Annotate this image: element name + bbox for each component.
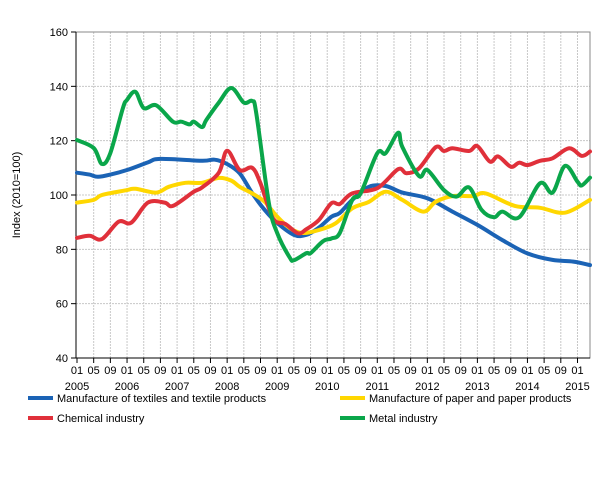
x-tick-month-label: 05: [488, 365, 500, 377]
legend-label: Manufacture of textiles and textile prod…: [57, 393, 267, 405]
x-year-label: 2014: [515, 381, 539, 393]
y-axis-label: Index (2010=100): [11, 152, 23, 239]
gridlines: [76, 32, 590, 358]
series-line-1: [75, 175, 592, 236]
x-year-label: 2006: [115, 381, 139, 393]
x-tick-month-label: 01: [421, 365, 433, 377]
y-tick-label: 100: [50, 190, 68, 202]
x-tick-month-label: 05: [438, 365, 450, 377]
x-tick-month-label: 09: [405, 365, 417, 377]
x-tick-month-label: 01: [521, 365, 533, 377]
x-tick-month-label: 09: [354, 365, 366, 377]
legend-item: Manufacture of paper and paper products: [340, 393, 572, 405]
x-year-label: 2013: [465, 381, 489, 393]
legend-item: Metal industry: [340, 413, 438, 425]
x-tick-month-label: 01: [371, 365, 383, 377]
x-tick-month-label: 05: [538, 365, 550, 377]
x-tick-month-label: 01: [71, 365, 83, 377]
x-tick-month-label: 09: [455, 365, 467, 377]
x-tick-month-label: 09: [154, 365, 166, 377]
y-axis-ticks: 40 60 80 100 120 140 160: [50, 27, 76, 365]
legend-item: Chemical industry: [28, 413, 145, 425]
x-tick-month-label: 05: [88, 365, 100, 377]
x-year-label: 2005: [65, 381, 89, 393]
x-year-label: 2012: [415, 381, 439, 393]
y-tick-label: 80: [56, 244, 68, 256]
y-tick-label: 40: [56, 353, 68, 365]
x-tick-month-label: 05: [288, 365, 300, 377]
x-tick-month-label: 09: [254, 365, 266, 377]
x-tick-month-label: 01: [221, 365, 233, 377]
y-tick-label: 160: [50, 27, 68, 39]
x-year-label: 2008: [215, 381, 239, 393]
x-year-label: 2007: [165, 381, 189, 393]
series-line-0: [75, 156, 592, 268]
x-tick-month-label: 05: [188, 365, 200, 377]
x-tick-month-label: 01: [271, 365, 283, 377]
legend-label: Chemical industry: [57, 413, 145, 425]
x-tick-month-label: 09: [555, 365, 567, 377]
y-tick-label: 60: [56, 299, 68, 311]
x-year-label: 2009: [265, 381, 289, 393]
x-year-label: 2015: [565, 381, 589, 393]
x-tick-month-label: 09: [204, 365, 216, 377]
x-tick-month-label: 01: [471, 365, 483, 377]
y-tick-label: 140: [50, 81, 68, 93]
y-tick-label: 120: [50, 136, 68, 148]
x-tick-month-label: 01: [571, 365, 583, 377]
x-tick-month-label: 09: [304, 365, 316, 377]
x-year-label: 2011: [365, 381, 389, 393]
legend-label: Manufacture of paper and paper products: [369, 393, 572, 405]
x-tick-month-label: 05: [138, 365, 150, 377]
series-lines: [75, 86, 592, 268]
series-line-2: [75, 143, 592, 242]
x-tick-month-label: 05: [338, 365, 350, 377]
x-tick-month-label: 05: [388, 365, 400, 377]
x-tick-month-label: 01: [121, 365, 133, 377]
x-tick-month-label: 01: [321, 365, 333, 377]
series-line-3: [75, 86, 592, 263]
legend: Manufacture of textiles and textile prod…: [28, 393, 572, 425]
x-tick-month-label: 09: [104, 365, 116, 377]
legend-item: Manufacture of textiles and textile prod…: [28, 393, 267, 405]
x-tick-month-label: 09: [505, 365, 517, 377]
legend-label: Metal industry: [369, 413, 438, 425]
x-year-label: 2010: [315, 381, 339, 393]
x-tick-month-label: 05: [238, 365, 250, 377]
x-axis-ticks: 01 2005 05 09 01 2006 05 09 01 2007 05 09 01 2008 05 09…: [65, 358, 590, 393]
x-tick-month-label: 01: [171, 365, 183, 377]
